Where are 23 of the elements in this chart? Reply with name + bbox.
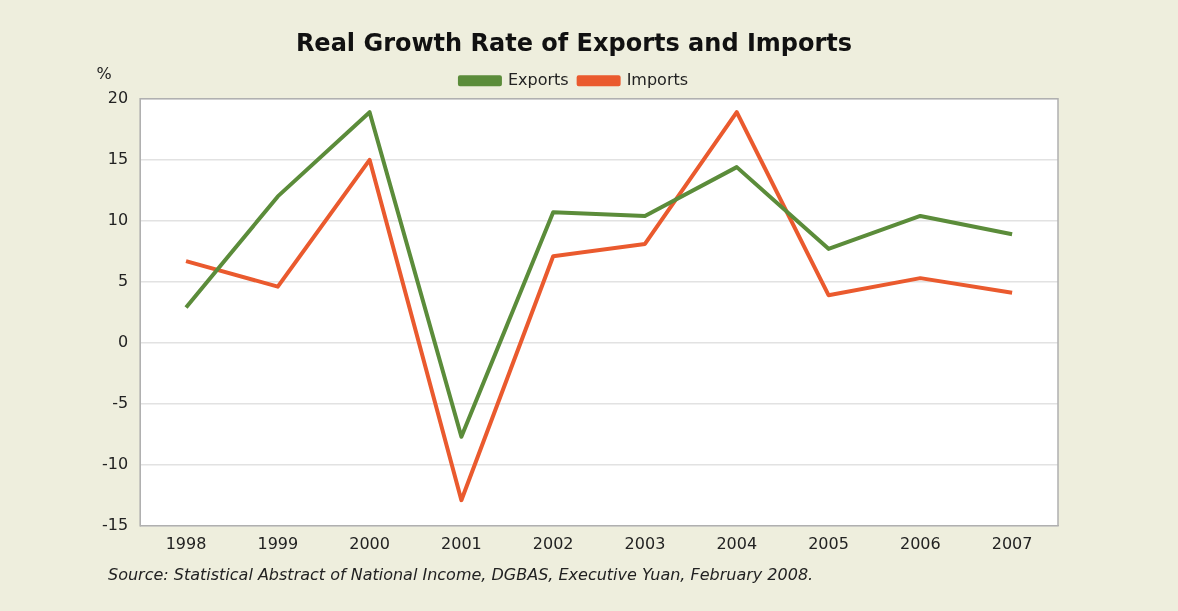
x-tick-label: 2006 [899, 533, 941, 553]
y-tick-label: -15 [101, 514, 129, 534]
x-tick-label: 1999 [257, 533, 299, 553]
x-tick-label: 2003 [624, 533, 666, 553]
x-tick-label: 2007 [991, 533, 1033, 553]
y-tick-label: -10 [101, 453, 129, 473]
legend-label: Imports [626, 69, 689, 89]
y-axis-title: % [96, 63, 112, 83]
x-tick-label: 2004 [716, 533, 758, 553]
chart-title: Real Growth Rate of Exports and Imports [295, 28, 853, 57]
x-tick-label: 1998 [165, 533, 207, 553]
y-tick-label: 20 [107, 87, 129, 107]
y-tick-label: 5 [117, 270, 129, 290]
legend-label: Exports [507, 69, 569, 89]
source-note: Source: Statistical Abstract of National Income, DGBAS, Executive Yuan, February 2008. [108, 565, 814, 584]
x-tick-label: 2001 [441, 533, 482, 553]
x-tick-label: 2000 [349, 533, 390, 553]
x-tick-label: 2005 [808, 533, 849, 553]
y-tick-label: 10 [107, 209, 129, 229]
y-tick-label: 0 [117, 331, 129, 351]
y-tick-label: 15 [107, 148, 129, 168]
y-tick-label: -5 [112, 392, 129, 412]
x-tick-label: 2002 [532, 533, 574, 553]
